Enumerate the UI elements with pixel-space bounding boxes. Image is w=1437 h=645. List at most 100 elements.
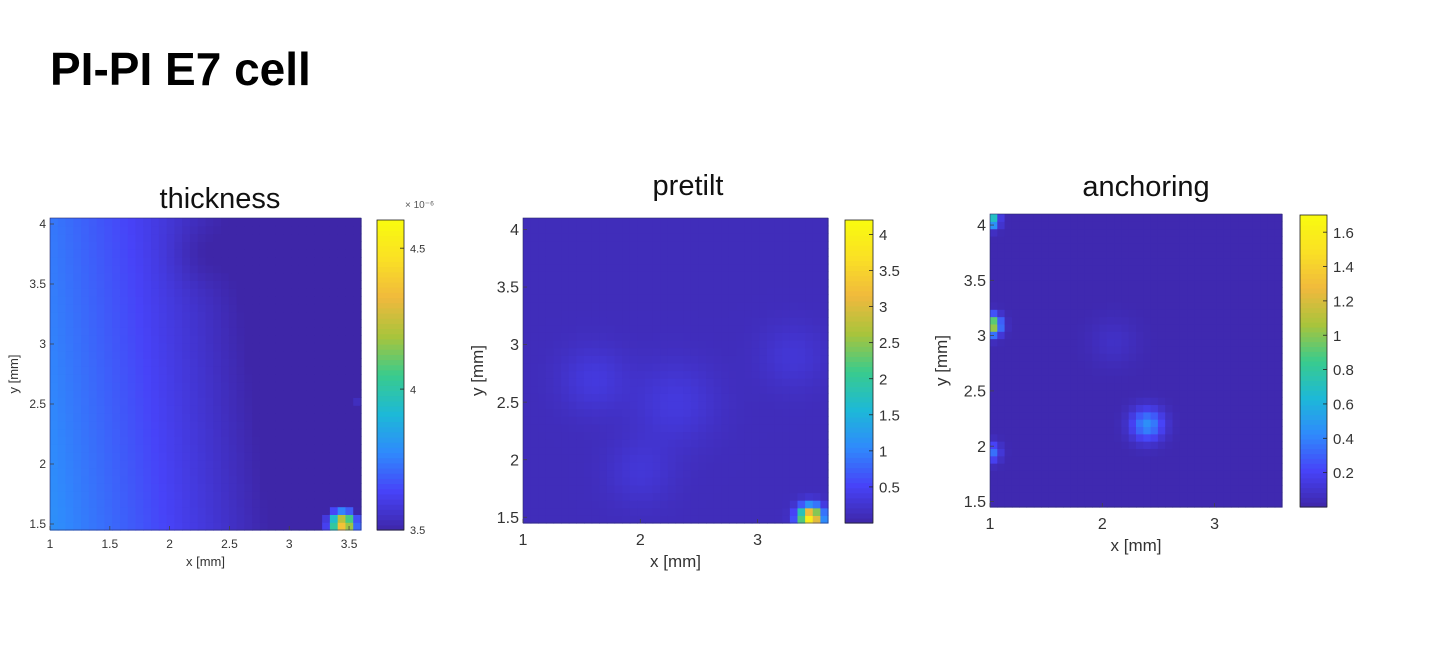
heatmap-cell	[1128, 448, 1137, 457]
heatmap-cell	[96, 452, 106, 461]
heatmap-cell	[997, 214, 1006, 222]
heatmap-cell	[228, 522, 238, 531]
heatmap-cell	[645, 218, 654, 227]
heatmap-cell	[1245, 338, 1254, 347]
heatmap-cell	[143, 358, 152, 367]
heatmap-cell	[538, 484, 547, 494]
heatmap-cell	[189, 342, 199, 352]
heatmap-cell	[119, 444, 129, 453]
heatmap-cell	[606, 218, 616, 227]
heatmap-cell	[135, 381, 144, 391]
heatmap-cell	[314, 436, 323, 445]
heatmap-cell	[135, 514, 144, 523]
heatmap-cell	[789, 515, 799, 524]
heatmap-cell	[667, 416, 677, 425]
heatmap-cell	[104, 483, 113, 492]
heatmap-cell	[1165, 382, 1174, 391]
heatmap-cell	[259, 342, 269, 352]
heatmap-cell	[127, 296, 137, 305]
heatmap-cell	[1019, 214, 1028, 222]
heatmap-cell	[189, 405, 199, 414]
heatmap-cell	[997, 433, 1006, 442]
heatmap-cell	[1245, 433, 1254, 442]
heatmap-cell	[291, 389, 300, 398]
heatmap-cell	[143, 350, 152, 359]
heatmap-cell	[523, 408, 532, 417]
heatmap-cell	[228, 358, 238, 367]
heatmap-cell	[713, 492, 722, 501]
heatmap-cell	[96, 249, 106, 258]
heatmap-cell	[104, 413, 113, 422]
heatmap-cell	[1077, 279, 1086, 288]
heatmap-cell	[1055, 257, 1064, 266]
heatmap-cell	[1252, 448, 1261, 457]
heatmap-cell	[614, 469, 623, 478]
heatmap-cell	[298, 257, 308, 266]
heatmap-cell	[767, 225, 776, 234]
heatmap-cell	[73, 498, 82, 508]
heatmap-cell	[174, 249, 183, 258]
heatmap-cell	[259, 272, 269, 281]
heatmap-cell	[706, 401, 715, 410]
heatmap-cell	[545, 484, 555, 494]
heatmap-cell	[690, 393, 699, 402]
heatmap-cell	[143, 452, 152, 461]
heatmap-cell	[96, 280, 106, 289]
heatmap-cell	[606, 256, 616, 265]
heatmap-cell	[652, 309, 661, 318]
heatmap-cell	[1260, 294, 1268, 303]
heatmap-cell	[158, 249, 168, 258]
heatmap-cell	[683, 301, 692, 311]
heatmap-cell	[1274, 294, 1283, 303]
heatmap-cell	[645, 355, 654, 364]
heatmap-cell	[1209, 441, 1217, 449]
heatmap-cell	[244, 272, 253, 281]
heatmap-cell	[1041, 367, 1049, 376]
heatmap-cell	[314, 506, 323, 515]
heatmap-cell	[1026, 338, 1035, 347]
heatmap-cell	[1033, 309, 1042, 318]
heatmap-cell	[997, 404, 1006, 413]
heatmap-cell	[782, 454, 791, 463]
heatmap-cell	[1165, 243, 1174, 252]
heatmap-cell	[622, 507, 631, 516]
heatmap-cell	[706, 355, 715, 364]
heatmap-cell	[606, 301, 616, 311]
heatmap-cell	[1063, 243, 1071, 252]
heatmap-cell	[1011, 243, 1020, 252]
heatmap-cell	[1070, 375, 1079, 384]
heatmap-cell	[561, 446, 570, 455]
heatmap-cell	[166, 506, 176, 515]
heatmap-cell	[1216, 301, 1225, 310]
heatmap-cell	[244, 491, 253, 500]
heatmap-cell	[73, 327, 82, 336]
heatmap-cell	[119, 366, 129, 375]
heatmap-cell	[197, 381, 207, 391]
heatmap-cell	[174, 397, 183, 406]
heatmap-cell	[591, 233, 600, 242]
heatmap-cell	[96, 311, 106, 320]
heatmap-cell	[322, 233, 331, 242]
heatmap-cell	[1084, 331, 1093, 340]
heatmap-cell	[1150, 389, 1159, 398]
heatmap-cell	[236, 264, 245, 274]
heatmap-cell	[104, 264, 113, 274]
heatmap-cell	[545, 309, 555, 318]
heatmap-cell	[275, 272, 284, 281]
heatmap-cell	[706, 324, 715, 333]
heatmap-cell	[568, 347, 577, 356]
heatmap-cell	[721, 385, 730, 394]
colorbar-tick-label: 2	[879, 371, 887, 388]
heatmap-cell	[337, 327, 347, 336]
heatmap-cell	[1223, 448, 1232, 457]
heatmap-cell	[606, 469, 616, 478]
heatmap-cell	[1245, 485, 1254, 493]
heatmap-cell	[1165, 287, 1174, 296]
heatmap-cell	[759, 393, 768, 402]
heatmap-cell	[267, 491, 277, 500]
heatmap-cell	[997, 382, 1006, 391]
heatmap-cell	[166, 522, 176, 531]
heatmap-cell	[1019, 419, 1028, 428]
heatmap-cell	[1209, 448, 1217, 457]
heatmap-cell	[1063, 309, 1071, 318]
